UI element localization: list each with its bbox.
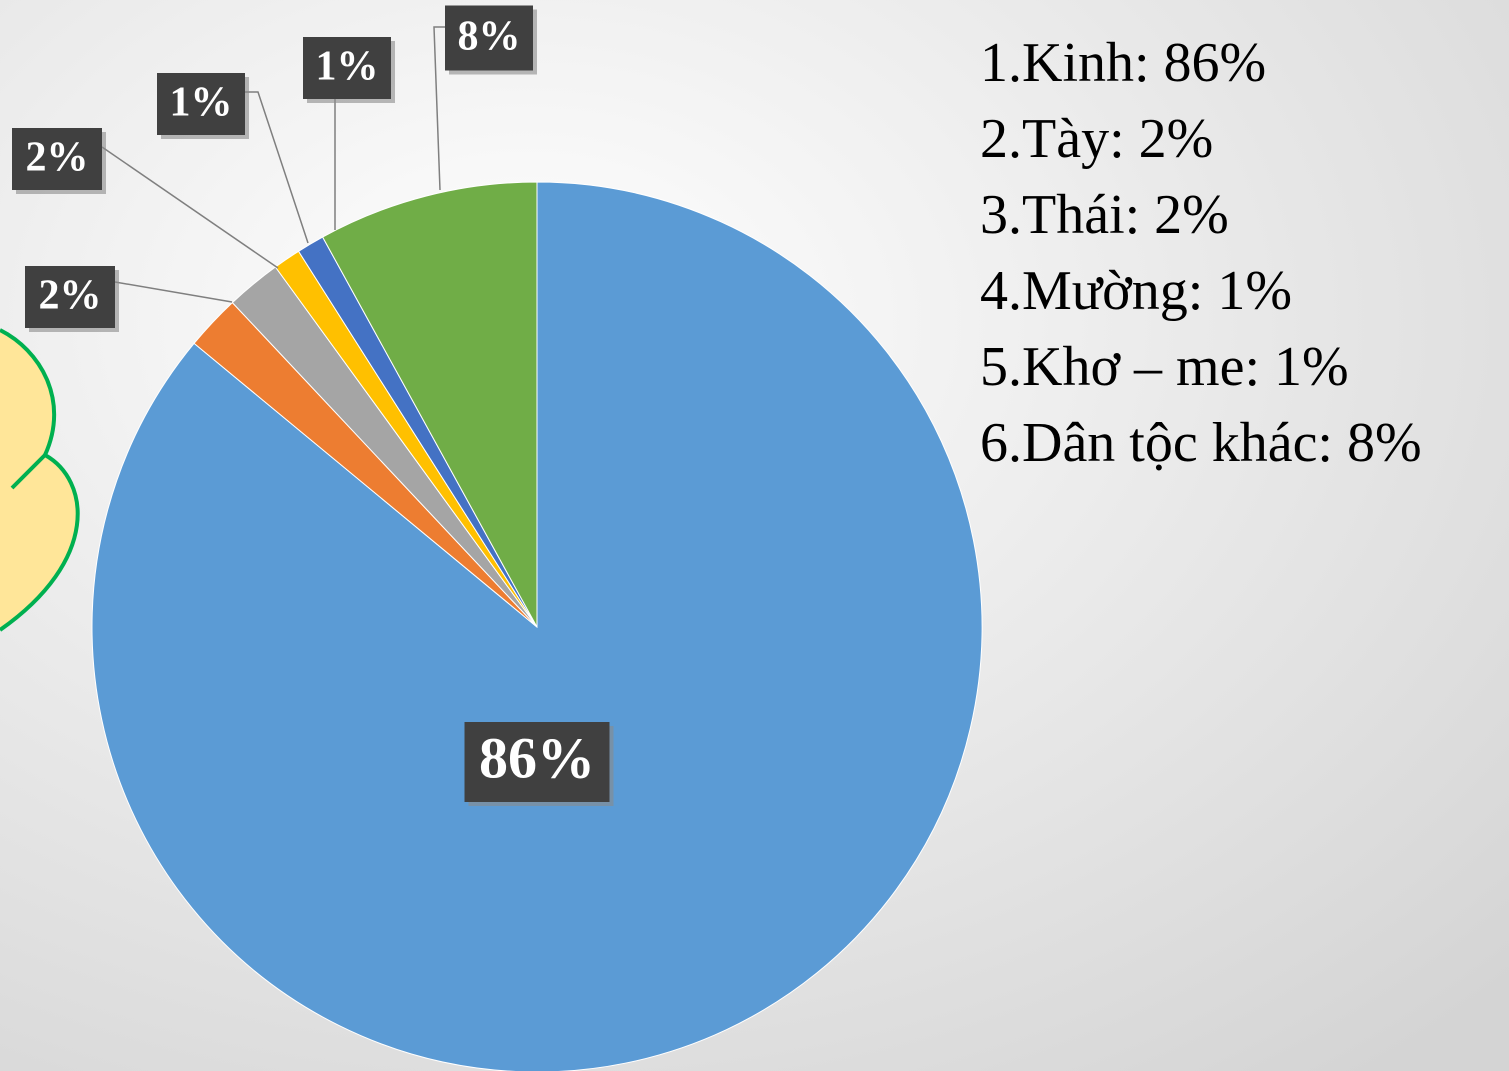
data-label: 8% [458, 14, 521, 60]
data-label: 1% [170, 80, 233, 126]
data-label: 2% [39, 273, 102, 319]
pie [92, 182, 982, 1071]
legend-entry: 5.Khơ – me: 1% [980, 336, 1349, 398]
chart: 86% 2% 2% 1% 1% 8% 1.Kinh: 86% 2.Tày: 2% 3.Thái… [0, 0, 1509, 1071]
data-label: 86% [479, 725, 595, 790]
legend-entry: 6.Dân tộc khác: 8% [980, 412, 1422, 474]
legend-entry: 4.Mường: 1% [980, 260, 1292, 322]
legend-entry: 3.Thái: 2% [980, 184, 1229, 246]
legend-entry: 2.Tày: 2% [980, 108, 1213, 170]
data-label: 1% [316, 44, 379, 90]
data-label: 2% [26, 135, 89, 181]
legend-entry: 1.Kinh: 86% [980, 32, 1266, 94]
